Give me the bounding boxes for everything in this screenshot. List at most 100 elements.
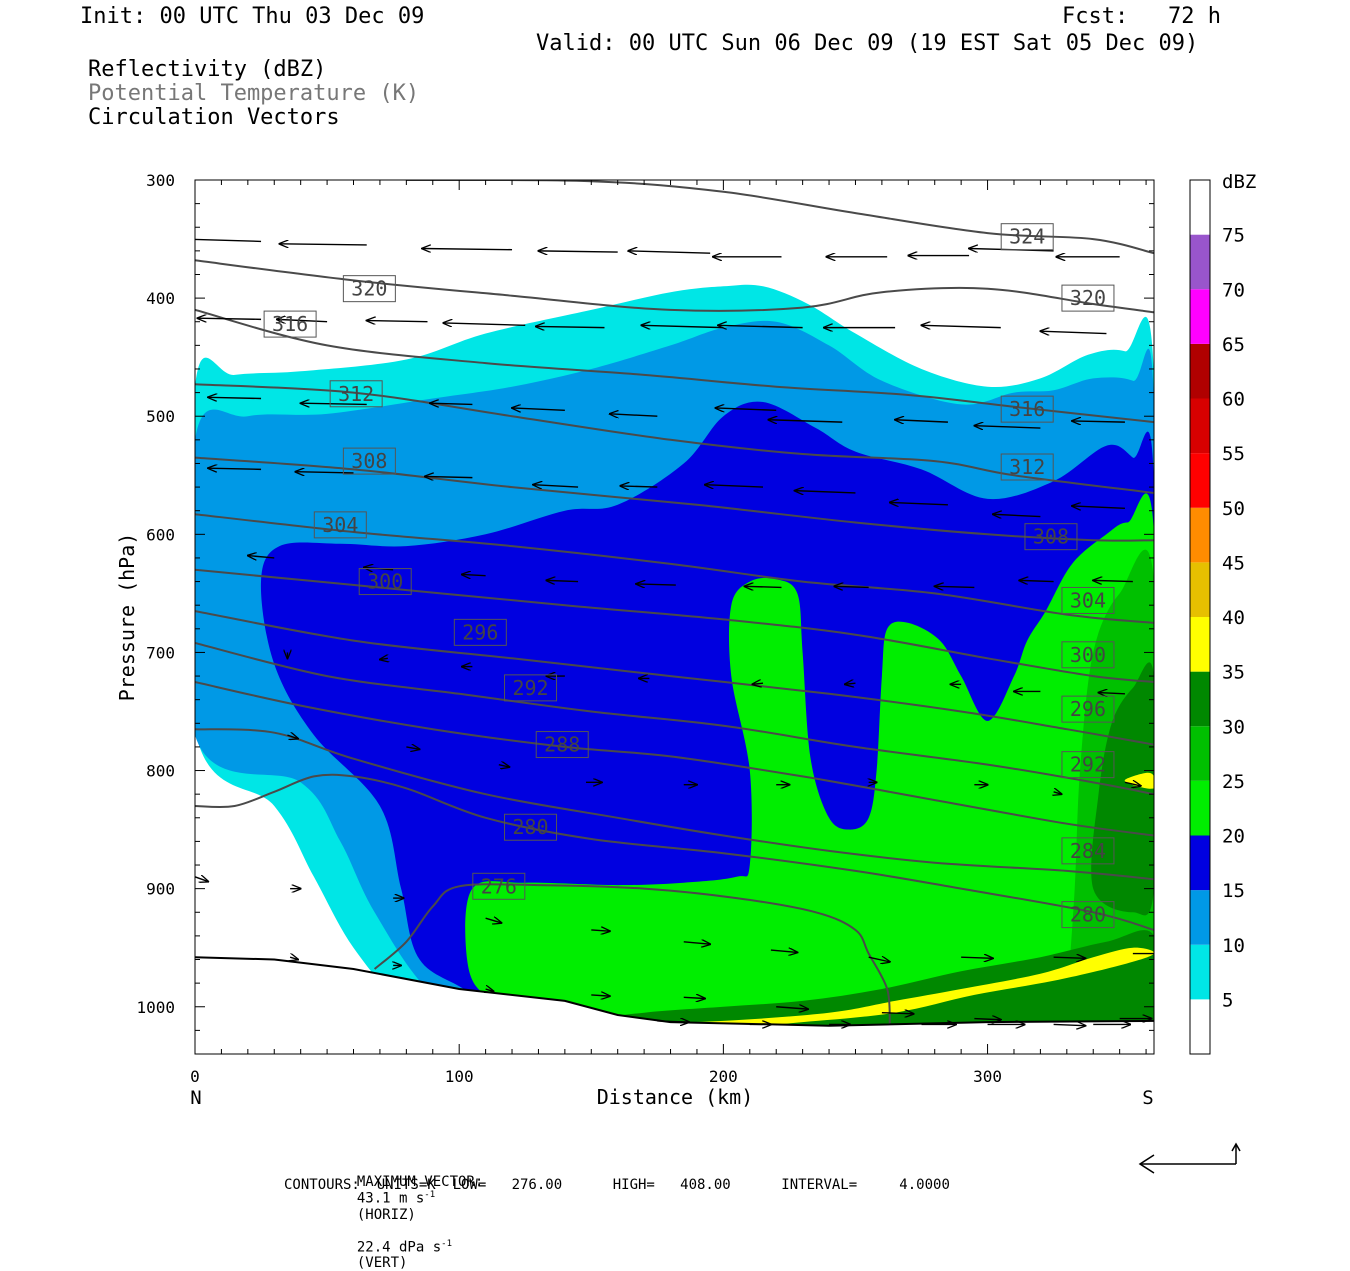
y-tick-label-700: 700 [146,643,175,662]
svg-text:316: 316 [272,312,308,336]
svg-text:300: 300 [1070,643,1106,667]
svg-text:296: 296 [1070,697,1106,721]
circulation-vector [776,1007,808,1009]
circulation-vector [770,950,797,952]
circulation-vector [1054,792,1062,794]
y-tick-label-400: 400 [146,289,175,308]
contour-label-320: 320 [1061,284,1115,312]
circulation-vector [1019,580,1054,581]
y-tick-label-600: 600 [146,525,175,544]
reflectivity-region-20dbz [465,493,1154,1054]
circulation-vector [195,877,208,882]
circulation-vector [895,420,948,422]
reflectivity-region-35dbz [604,947,1154,1031]
x-tick-label-300: 300 [973,1067,1002,1086]
svg-text:276: 276 [481,874,517,898]
circulation-vector [845,683,856,684]
colorbar-label-60: 60 [1222,389,1245,411]
theta-contour-292 [195,642,1154,796]
contour-label-288: 288 [535,731,589,759]
x-tick-label-100: 100 [445,1067,474,1086]
circulation-vector [591,930,609,931]
circulation-vector [881,1013,914,1014]
circulation-vector [993,514,1041,516]
colorbar-label-5: 5 [1222,989,1233,1011]
circulation-vector [367,321,428,322]
circulation-vector [1099,693,1125,694]
x-tick-label-0: 0 [190,1067,200,1086]
circulation-vector [498,765,510,767]
svg-text:308: 308 [1033,525,1069,549]
colorbar-label-25: 25 [1222,771,1245,793]
circulation-vector [718,325,803,327]
theta-contour-296 [195,610,1154,746]
circulation-vector [657,1021,689,1022]
svg-text:304: 304 [322,513,358,537]
svg-text:284: 284 [1070,839,1106,863]
circulation-vector [683,997,705,998]
terrain-line [195,956,1154,1027]
circulation-vector [208,468,262,469]
max-vector-vert-tag: (VERT) [356,1255,408,1271]
circulation-vector [610,414,658,416]
circulation-vector [620,486,658,487]
circulation-vector [248,556,275,558]
contour-label-300: 300 [1061,641,1115,669]
contour-label-280: 280 [1061,901,1115,929]
max-vector-vert-exp: -1 [441,1238,452,1249]
circulation-vector [1053,957,1086,958]
x-axis-label: Distance (km) [597,1085,754,1109]
y-tick-label-1000: 1000 [136,998,175,1017]
svg-text:280: 280 [512,815,548,839]
theta-contour-288 [195,681,1154,837]
colorbar-label-70: 70 [1222,279,1245,301]
field-reflectivity: Reflectivity (dBZ) [88,57,327,82]
svg-text:296: 296 [462,620,498,644]
colorbar-segment [1190,617,1210,672]
circulation-vector [208,397,262,398]
terrain-fill [195,957,1154,1054]
circulation-vector [683,942,710,944]
circulation-vector [768,420,843,422]
circulation-vector [628,251,711,253]
circulation-vector [641,325,724,327]
svg-text:280: 280 [1070,903,1106,927]
contour-label-316: 316 [1000,395,1054,423]
svg-text:320: 320 [351,277,387,301]
circulation-vector [1040,331,1107,333]
circulation-vector [922,325,1001,327]
contour-label-312: 312 [1000,453,1054,481]
max-vector-horiz-tag: (HORIZ) [356,1206,416,1223]
colorbar-segment [1190,398,1210,454]
circulation-vector [443,323,526,325]
svg-text:288: 288 [544,733,580,757]
colorbar-label-15: 15 [1222,880,1245,902]
circulation-vector [198,318,262,319]
y-tick-label-500: 500 [146,407,175,426]
circulation-vector [462,574,486,575]
svg-text:316: 316 [1009,397,1045,421]
circulation-vector [705,485,764,487]
colorbar-frame [1189,179,1211,1055]
colorbar-segment [1190,671,1210,727]
circulation-vector [538,251,618,252]
plot-frame [194,179,1155,1055]
colorbar-label-75: 75 [1222,225,1245,247]
colorbar-segment [1190,562,1210,617]
circulation-vector [935,586,975,587]
circulation-vector [834,586,869,587]
circulation-vector [546,580,579,581]
contour-label-296: 296 [453,618,507,646]
circulation-vector [974,1019,1000,1020]
circulation-vector [1072,421,1125,422]
forecast-hour: Fcst: 72 h [1062,4,1221,29]
colorbar-segment [1190,726,1210,781]
circulation-vector [406,747,419,749]
x-tick-label-200: 200 [709,1067,738,1086]
circulation-vector [745,586,782,587]
y-tick-label-800: 800 [146,762,175,781]
contour-label-308: 308 [342,447,396,475]
contour-label-296: 296 [1061,695,1115,723]
theta-contour-312 [195,383,1154,494]
